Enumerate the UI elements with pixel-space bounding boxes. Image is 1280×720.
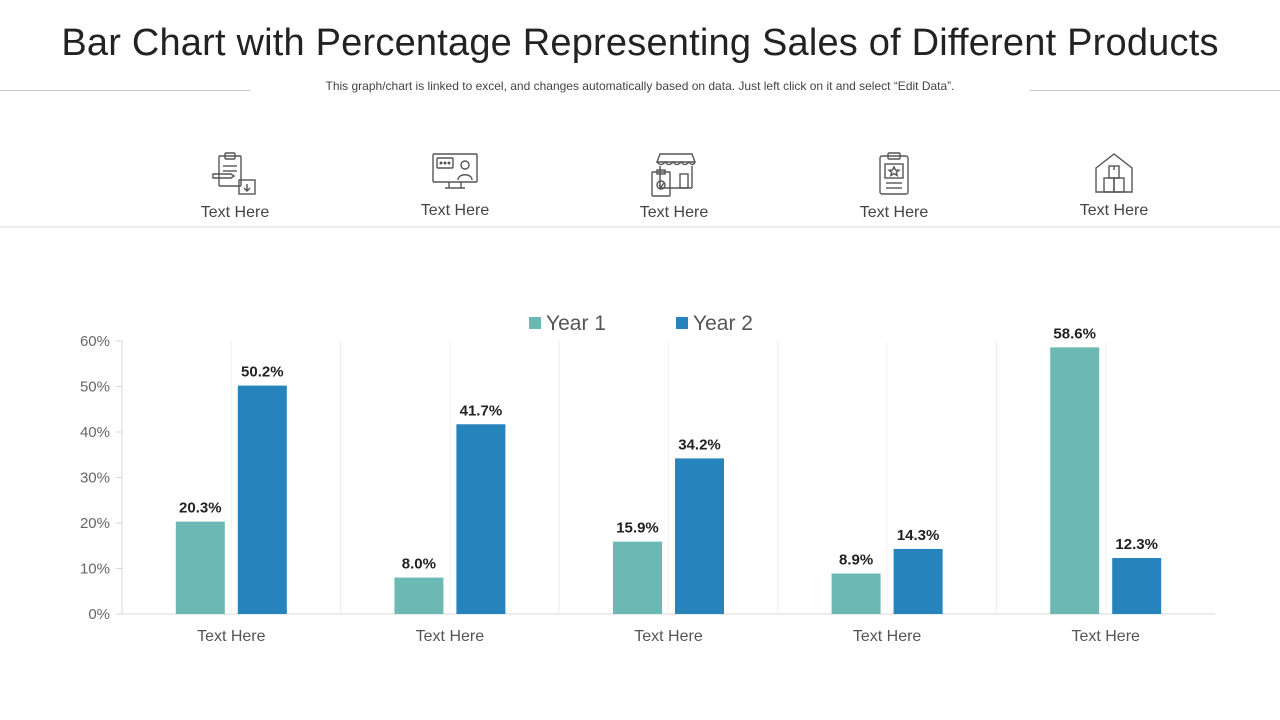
data-label: 12.3%	[1115, 536, 1158, 553]
y-tick-label: 50%	[80, 379, 110, 396]
bar-year1	[175, 521, 225, 614]
icon-row: Text Here Text Here	[0, 140, 1280, 228]
subtitle-rule-right	[1030, 90, 1280, 91]
chart-legend: Year 1 Year 2	[529, 312, 753, 335]
bar-year1	[1050, 347, 1100, 614]
data-label: 8.9%	[839, 552, 873, 569]
x-tick-label: Text Here	[853, 628, 922, 645]
icon-item: Text Here	[604, 150, 744, 222]
icon-label: Text Here	[859, 204, 929, 221]
icon-label: Text Here	[1079, 202, 1149, 219]
y-tick-label: 10%	[80, 561, 110, 578]
y-tick-label: 20%	[80, 515, 110, 532]
monitor-chat-icon	[385, 150, 525, 198]
icon-item: Text Here	[824, 150, 964, 222]
data-label: 20.3%	[179, 500, 222, 517]
y-axis-labels: 0% 10% 20% 30% 40% 50% 60%	[80, 333, 110, 623]
data-label: 58.6%	[1053, 325, 1096, 342]
data-label: 15.9%	[616, 520, 659, 537]
y-tick-label: 40%	[80, 424, 110, 441]
x-tick-label: Text Here	[634, 628, 703, 645]
bar-year1	[831, 573, 881, 614]
data-label: 50.2%	[241, 364, 284, 381]
data-label: 41.7%	[460, 402, 503, 419]
icon-item: Text Here	[385, 150, 525, 220]
y-tick-label: 0%	[88, 606, 110, 623]
legend-swatch-year1	[529, 317, 541, 329]
bar-year1	[613, 541, 662, 614]
data-label: 14.3%	[897, 527, 940, 544]
bar-year2	[1112, 558, 1162, 614]
bar-year2	[675, 458, 724, 614]
data-label: 34.2%	[678, 436, 721, 453]
x-tick-label: Text Here	[416, 628, 485, 645]
subtitle-row: This graph/chart is linked to excel, and…	[0, 78, 1280, 96]
x-tick-label: Text Here	[197, 628, 266, 645]
clipboard-star-icon	[824, 150, 964, 200]
data-label: 8.0%	[402, 556, 436, 573]
subtitle-rule-left	[0, 90, 250, 91]
x-axis-labels: Text Here Text Here Text Here Text Here Text…	[197, 628, 1140, 645]
chart-bars: 20.3% 50.2% 8.0% 41.7% 15.9% 34.2% 8.9% 14.3% 58…	[175, 325, 1162, 614]
icon-item: Text Here	[165, 150, 305, 222]
y-tick-label: 30%	[80, 470, 110, 487]
x-tick-label: Text Here	[1071, 628, 1140, 645]
chart-grid	[116, 340, 1215, 615]
bar-chart: Year 1 Year 2 0% 10% 20% 30% 40% 50% 60% 20.3% 5…	[80, 312, 1215, 645]
warehouse-box-icon	[1044, 150, 1184, 198]
clipboard-pen-icon	[165, 150, 305, 200]
bar-year1	[394, 577, 444, 614]
icon-item: Text Here	[1044, 150, 1184, 220]
y-tick-label: 60%	[80, 333, 110, 350]
bar-year2	[237, 385, 287, 614]
legend-swatch-year2	[676, 317, 688, 329]
bar-year2	[893, 548, 943, 614]
subtitle: This graph/chart is linked to excel, and…	[325, 79, 955, 93]
icon-label: Text Here	[420, 202, 490, 219]
store-checklist-icon	[604, 150, 744, 200]
icon-label: Text Here	[639, 204, 709, 221]
legend-label: Year 1	[546, 312, 606, 335]
icon-label: Text Here	[200, 204, 270, 221]
bar-year2	[456, 424, 506, 614]
legend-label: Year 2	[693, 312, 753, 335]
page-title: Bar Chart with Percentage Representing S…	[61, 22, 1219, 64]
